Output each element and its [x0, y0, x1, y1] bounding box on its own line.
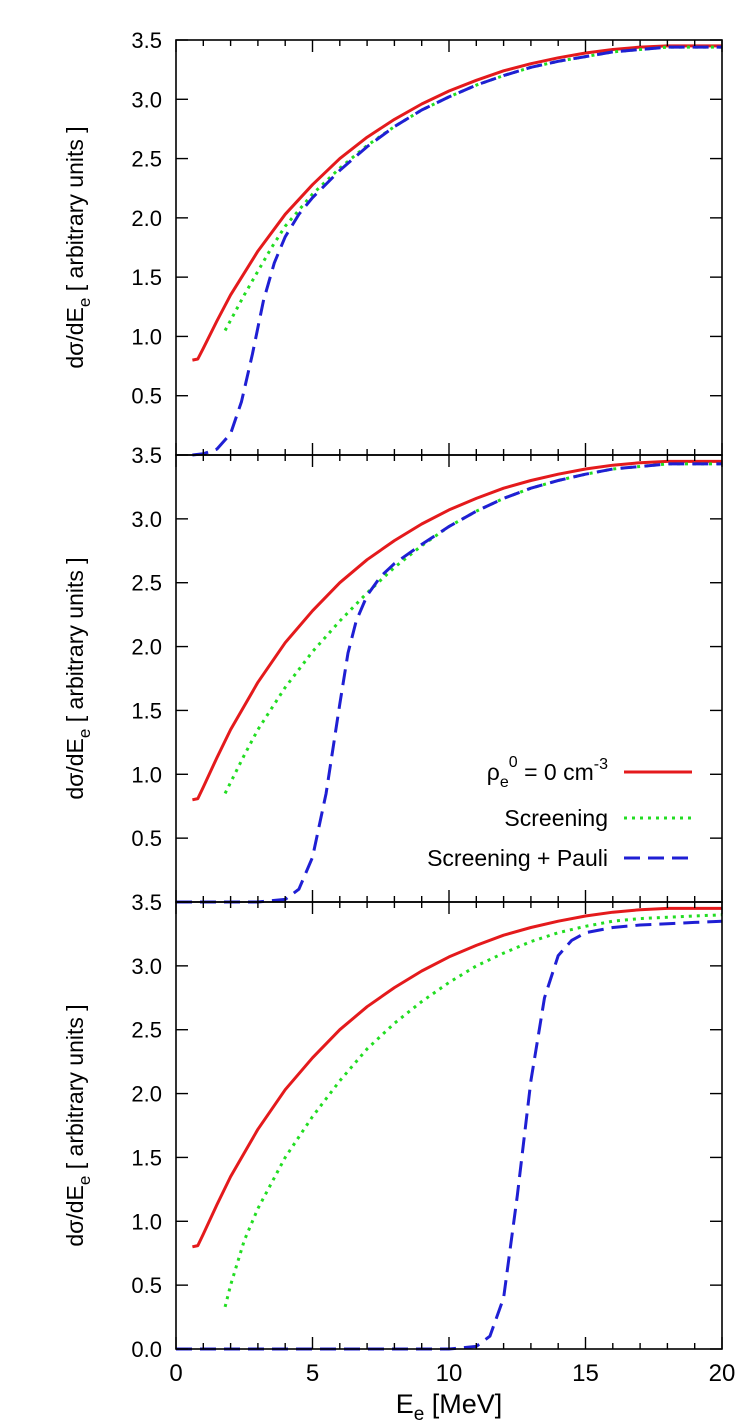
y-axis-label-suffix: [ arbitrary units ]	[62, 126, 88, 297]
plot-frame	[175, 39, 723, 456]
x-tick-label: 15	[572, 1360, 599, 1387]
x-tick-label: 5	[306, 1360, 319, 1387]
y-axis-label-main: dσ/dE	[62, 1185, 88, 1247]
y-tick-label: 0.5	[131, 384, 162, 409]
chart-panels: 3.53.02.52.01.51.00.5dσ/dEe [ arbitrary …	[62, 28, 723, 1362]
legend-label-s2: Screening + Pauli	[427, 845, 608, 871]
series-line-s2	[192, 45, 722, 457]
y-axis-label-sub: e	[75, 298, 94, 307]
plot-frame	[175, 901, 723, 1350]
y-tick-label: 2.0	[131, 206, 162, 231]
x-axis-label: Ee [MeV]	[396, 1389, 503, 1425]
legend-rho: ρ	[487, 759, 500, 785]
series-line-s0	[192, 459, 722, 802]
legend-exponent: -3	[594, 756, 608, 773]
y-tick-label: 1.0	[131, 1209, 162, 1234]
panel-3: 3.5 3.0 2.5 2.0 1.5 1.0 0.5 0.0 dσ/dEe [ arbitra…	[62, 890, 723, 1362]
y-axis-label: dσ/dEe [ arbitrary units ]	[62, 1004, 94, 1246]
y-tick-label: 0.0	[131, 1337, 162, 1362]
y-axis-label-suffix: [ arbitrary units ]	[62, 557, 88, 728]
y-tick-label: 2.5	[131, 571, 162, 596]
legend: ρe0 = 0 cm-3 Screening Screening + Pauli	[427, 754, 692, 871]
x-axis-label-main: E	[396, 1389, 414, 1419]
x-axis: 0 5 10 15 20 Ee [MeV]	[169, 1360, 735, 1425]
y-axis-label: dσ/dEe [ arbitrary units ]	[62, 126, 94, 368]
y-axis-label-suffix: [ arbitrary units ]	[62, 1004, 88, 1175]
y-tick-label: 3.0	[131, 87, 162, 112]
panel-1: 3.5 3.0 2.5 2.0 1.5 1.0 0.5 dσ/dEe [ arbitrary …	[62, 28, 723, 457]
legend-density-text: = 0 cm	[518, 759, 594, 785]
series-line-s1	[223, 913, 723, 1308]
y-tick-label: 1.0	[131, 324, 162, 349]
legend-label-s0: ρe0 = 0 cm-3	[487, 754, 608, 791]
y-tick-label: 3.5	[131, 28, 162, 53]
y-tick-label: 3.0	[131, 954, 162, 979]
legend-label-s1: Screening	[504, 805, 608, 831]
y-tick-label: 0.5	[131, 1273, 162, 1298]
y-tick-label: 2.0	[131, 1082, 162, 1107]
panel-2: 3.53.02.52.01.51.00.5dσ/dEe [ arbitrary …	[62, 443, 723, 904]
y-tick-label: 2.5	[131, 1018, 162, 1043]
series-line-s0	[192, 44, 722, 362]
y-tick-label: 3.5	[131, 890, 162, 915]
x-tick-label: 0	[169, 1360, 182, 1387]
y-tick-label: 2.0	[131, 635, 162, 660]
y-axis-label: dσ/dEe [ arbitrary units ]	[62, 557, 94, 799]
y-tick-label: 1.5	[131, 1145, 162, 1170]
y-tick-label: 3.5	[131, 443, 162, 468]
plot-frame	[175, 454, 723, 903]
x-axis-label-unit: [MeV]	[424, 1389, 502, 1419]
y-tick-label: 1.5	[131, 265, 162, 290]
y-tick-label: 2.5	[131, 147, 162, 172]
y-axis-label-main: dσ/dE	[62, 307, 88, 369]
legend-rho-sub: e	[500, 774, 509, 791]
x-tick-label: 10	[436, 1360, 463, 1387]
y-tick-label: 1.0	[131, 762, 162, 787]
y-tick-label: 3.0	[131, 507, 162, 532]
y-axis-label-sub: e	[75, 1176, 94, 1185]
legend-rho-sup: 0	[509, 754, 518, 771]
y-axis-label-sub: e	[75, 729, 94, 738]
series-line-s1	[223, 45, 722, 332]
series-line-s0	[192, 906, 722, 1249]
y-axis-label-main: dσ/dE	[62, 738, 88, 800]
y-tick-label: 1.5	[131, 698, 162, 723]
y-tick-label: 0.5	[131, 826, 162, 851]
series-line-s2	[176, 919, 723, 1351]
series-line-s2	[176, 462, 722, 904]
x-axis-label-sub: e	[414, 1404, 425, 1425]
x-tick-label: 20	[709, 1360, 736, 1387]
